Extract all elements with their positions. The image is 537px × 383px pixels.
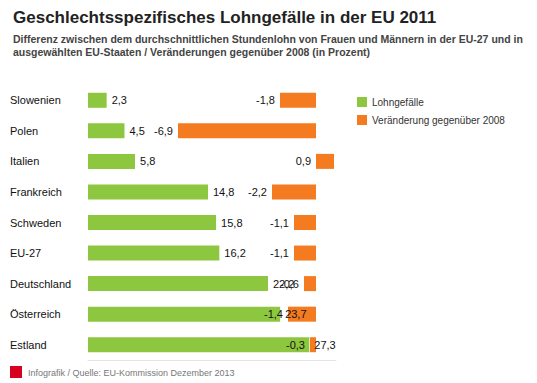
svg-text:Frankreich: Frankreich <box>10 186 62 198</box>
svg-text:EU-27: EU-27 <box>10 247 41 259</box>
svg-text:-6,9: -6,9 <box>154 125 173 137</box>
svg-text:2,3: 2,3 <box>112 94 127 106</box>
svg-text:Österreich: Österreich <box>10 308 61 320</box>
svg-text:-2,2: -2,2 <box>248 186 267 198</box>
svg-text:Estland: Estland <box>10 339 47 351</box>
svg-text:Lohngefälle: Lohngefälle <box>372 97 424 108</box>
svg-text:-1,1: -1,1 <box>270 217 289 229</box>
svg-text:Differenz zwischen dem durchsc: Differenz zwischen dem durchschnittliche… <box>13 33 526 45</box>
svg-text:Polen: Polen <box>10 125 38 137</box>
svg-text:-1,4: -1,4 <box>264 308 283 320</box>
svg-text:23,7: 23,7 <box>285 308 306 320</box>
svg-text:-1,8: -1,8 <box>256 94 275 106</box>
svg-text:16,2: 16,2 <box>224 247 245 259</box>
svg-text:0,9: 0,9 <box>296 155 311 167</box>
svg-text:Veränderung gegenüber 2008: Veränderung gegenüber 2008 <box>372 115 505 126</box>
svg-text:27,3: 27,3 <box>314 339 335 351</box>
svg-text:ausgewählten EU-Staaten / Verä: ausgewählten EU-Staaten / Veränderungen … <box>13 46 370 58</box>
svg-text:4,5: 4,5 <box>129 125 144 137</box>
svg-text:5,8: 5,8 <box>140 155 155 167</box>
svg-text:Deutschland: Deutschland <box>10 278 71 290</box>
svg-text:-0,6: -0,6 <box>280 278 299 290</box>
svg-text:-1,1: -1,1 <box>270 247 289 259</box>
svg-text:Italien: Italien <box>10 155 39 167</box>
svg-text:-0,3: -0,3 <box>286 339 305 351</box>
svg-text:Slowenien: Slowenien <box>10 94 61 106</box>
svg-text:Schweden: Schweden <box>10 217 61 229</box>
svg-text:Geschlechtsspezifisches Lohnge: Geschlechtsspezifisches Lohngefälle in d… <box>13 8 436 27</box>
svg-text:Infografik / Quelle: EU-Kommis: Infografik / Quelle: EU-Kommission Dezem… <box>28 368 235 378</box>
svg-text:14,8: 14,8 <box>213 186 234 198</box>
svg-text:15,8: 15,8 <box>221 217 242 229</box>
